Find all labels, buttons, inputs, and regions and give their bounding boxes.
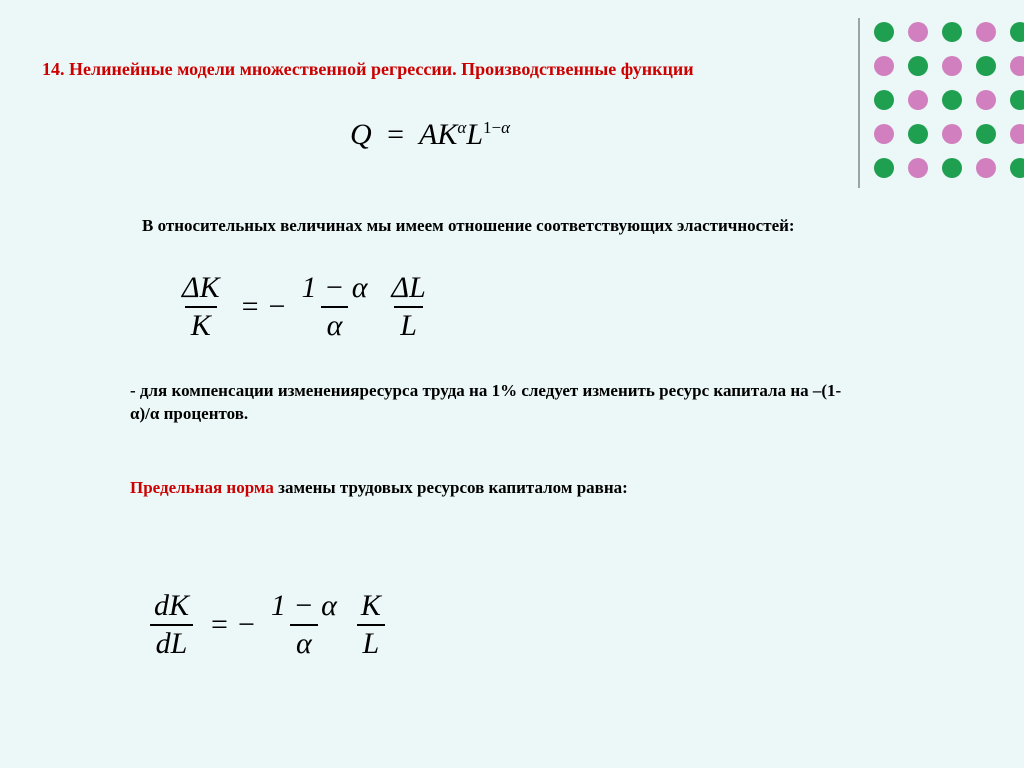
eq1-equals: = bbox=[387, 118, 404, 151]
decorative-dot bbox=[908, 56, 928, 76]
decorative-dot bbox=[1010, 158, 1024, 178]
vertical-divider bbox=[858, 18, 860, 188]
paragraph-elasticities: В относительных величинах мы имеем отнош… bbox=[142, 215, 842, 238]
decorative-dot bbox=[976, 158, 996, 178]
eq3-minus: − bbox=[238, 608, 255, 642]
equation-mrts: dK dL = − 1 − α α K L bbox=[142, 590, 393, 659]
eq2-frac1: ΔK K bbox=[176, 272, 226, 341]
eq1-A: A bbox=[419, 118, 437, 151]
decorative-dot bbox=[976, 22, 996, 42]
eq2-frac3: ΔL L bbox=[385, 272, 431, 341]
eq3-f1-den: dL bbox=[150, 624, 194, 660]
decorative-dot bbox=[908, 158, 928, 178]
decorative-dot bbox=[942, 158, 962, 178]
decorative-dot bbox=[1010, 22, 1024, 42]
eq1-exp2-prefix: 1− bbox=[483, 118, 501, 137]
decorative-dot bbox=[874, 90, 894, 110]
eq2-f1-den: K bbox=[185, 306, 217, 342]
eq2-f2-den: α bbox=[321, 306, 349, 342]
slide-title: 14. Нелинейные модели множественной регр… bbox=[42, 58, 802, 81]
dot-row bbox=[874, 158, 1024, 178]
decorative-dot bbox=[908, 90, 928, 110]
dot-row bbox=[874, 56, 1024, 76]
para3-rest: замены трудовых ресурсов капиталом равна… bbox=[274, 478, 628, 497]
paragraph-compensation: - для компенсации измененияресурса труда… bbox=[130, 380, 850, 426]
decorative-dot bbox=[942, 56, 962, 76]
eq2-minus: − bbox=[269, 290, 286, 324]
eq3-equals: = bbox=[211, 608, 228, 642]
decorative-dot-grid bbox=[874, 22, 1024, 192]
eq2-equals: = bbox=[242, 290, 259, 324]
decorative-dot bbox=[908, 124, 928, 144]
decorative-dot bbox=[942, 124, 962, 144]
eq1-L: L bbox=[466, 118, 483, 151]
decorative-dot bbox=[976, 90, 996, 110]
eq1-exp2: 1−α bbox=[483, 118, 510, 137]
eq3-f1-num: dK bbox=[148, 590, 195, 624]
eq2-f3-num: ΔL bbox=[385, 272, 431, 306]
decorative-dot bbox=[942, 90, 962, 110]
eq3-f2-den: α bbox=[290, 624, 318, 660]
eq3-frac2: 1 − α α bbox=[265, 590, 343, 659]
decorative-dot bbox=[874, 22, 894, 42]
decorative-dot bbox=[942, 22, 962, 42]
equation-elasticity-ratio: ΔK K = − 1 − α α ΔL L bbox=[170, 272, 438, 341]
decorative-dot bbox=[1010, 90, 1024, 110]
decorative-dot bbox=[908, 22, 928, 42]
dot-row bbox=[874, 124, 1024, 144]
dot-row bbox=[874, 90, 1024, 110]
decorative-dot bbox=[976, 124, 996, 144]
slide: 14. Нелинейные модели множественной регр… bbox=[0, 0, 1024, 768]
decorative-dot bbox=[874, 56, 894, 76]
eq3-f2-num: 1 − α bbox=[265, 590, 343, 624]
eq2-f1-num: ΔK bbox=[176, 272, 226, 306]
eq3-f3-den: L bbox=[357, 624, 386, 660]
dot-row bbox=[874, 22, 1024, 42]
para3-red: Предельная норма bbox=[130, 478, 274, 497]
eq1-exp1: α bbox=[457, 118, 466, 137]
equation-cobb-douglas: Q = AKαL1−α bbox=[350, 118, 510, 152]
decorative-dot bbox=[874, 158, 894, 178]
decorative-dot bbox=[1010, 56, 1024, 76]
eq1-exp2-alpha: α bbox=[501, 118, 510, 137]
paragraph-marginal-rate: Предельная норма замены трудовых ресурсо… bbox=[130, 477, 850, 500]
decorative-dot bbox=[1010, 124, 1024, 144]
eq3-frac3: K L bbox=[355, 590, 387, 659]
eq2-f2-num: 1 − α bbox=[295, 272, 373, 306]
eq3-f3-num: K bbox=[355, 590, 387, 624]
decorative-dot bbox=[976, 56, 996, 76]
eq2-frac2: 1 − α α bbox=[295, 272, 373, 341]
eq3-frac1: dK dL bbox=[148, 590, 195, 659]
decorative-dot bbox=[874, 124, 894, 144]
eq1-Q: Q bbox=[350, 118, 372, 151]
eq2-f3-den: L bbox=[394, 306, 423, 342]
eq1-K: K bbox=[437, 118, 457, 151]
